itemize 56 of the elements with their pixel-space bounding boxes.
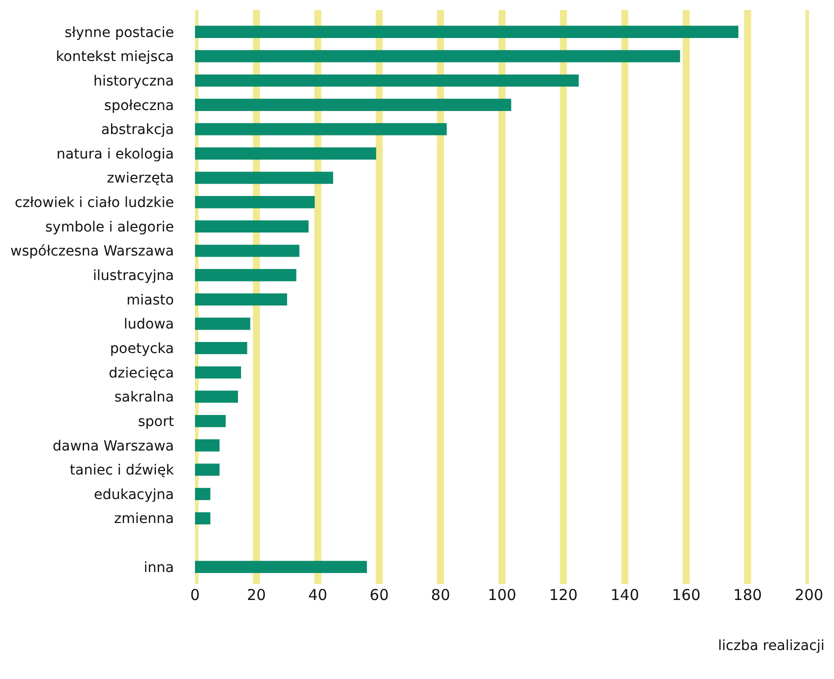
bar (195, 220, 309, 233)
bar (195, 512, 210, 524)
y-tick-label: zwierzęta (106, 170, 174, 187)
x-tick-label: 0 (190, 586, 200, 604)
x-axis-title: liczba realizacji (718, 638, 825, 654)
bar (195, 439, 220, 452)
y-tick-label: historyczna (93, 73, 174, 90)
x-tick-label: 120 (549, 586, 578, 604)
y-tick-label: taniec i dźwięk (70, 462, 175, 479)
y-tick-label: zmienna (114, 511, 174, 528)
bar (195, 74, 579, 87)
y-tick-label: ludowa (124, 316, 174, 333)
bar (195, 342, 248, 354)
x-tick-label: 40 (308, 586, 328, 604)
y-tick-label: sakralna (114, 390, 174, 406)
x-tick-label: 80 (431, 586, 450, 604)
y-tick-label: miasto (126, 292, 174, 308)
y-tick-label: dziecięca (108, 365, 174, 382)
bar (195, 560, 367, 574)
y-tick-label: ilustracyjna (92, 268, 174, 284)
x-tick-label: 100 (488, 586, 516, 604)
y-tick-label: współczesna Warszawa (10, 244, 174, 260)
bar (195, 488, 210, 500)
bar (195, 196, 315, 208)
bar (195, 414, 226, 428)
bar (195, 147, 376, 160)
y-tick-label: dawna Warszawa (52, 438, 174, 454)
bar (195, 50, 680, 62)
y-tick-label: sport (138, 414, 174, 430)
y-tick-label: natura i ekologia (56, 146, 174, 162)
bar (195, 464, 220, 476)
bar (195, 318, 250, 330)
bar (195, 366, 242, 378)
x-tick-label: 160 (672, 586, 701, 604)
y-tick-label: poetycka (110, 340, 174, 357)
y-tick-label: kontekst miejsca (56, 49, 174, 66)
bar (195, 98, 512, 111)
bar (195, 123, 447, 136)
bar (195, 172, 334, 184)
x-tick-label: 60 (370, 586, 389, 604)
x-tick-label: 180 (733, 586, 762, 604)
y-tick-label: abstrakcja (101, 122, 174, 138)
x-tick-label: 20 (246, 586, 266, 604)
bar (195, 26, 738, 38)
bar (195, 390, 238, 403)
y-tick-label: słynne postacie (64, 24, 174, 41)
y-tick-label: człowiek i ciało ludzkie (14, 195, 174, 212)
y-tick-label: inna (144, 560, 174, 576)
y-tick-label: symbole i alegorie (45, 219, 174, 236)
x-tick-label: 140 (610, 586, 640, 604)
bar (195, 269, 296, 282)
y-tick-label: edukacyjna (94, 486, 174, 503)
bar (195, 293, 288, 306)
y-tick-label: społeczna (104, 98, 174, 114)
bar (195, 244, 300, 257)
x-tick-label: 200 (794, 586, 824, 604)
